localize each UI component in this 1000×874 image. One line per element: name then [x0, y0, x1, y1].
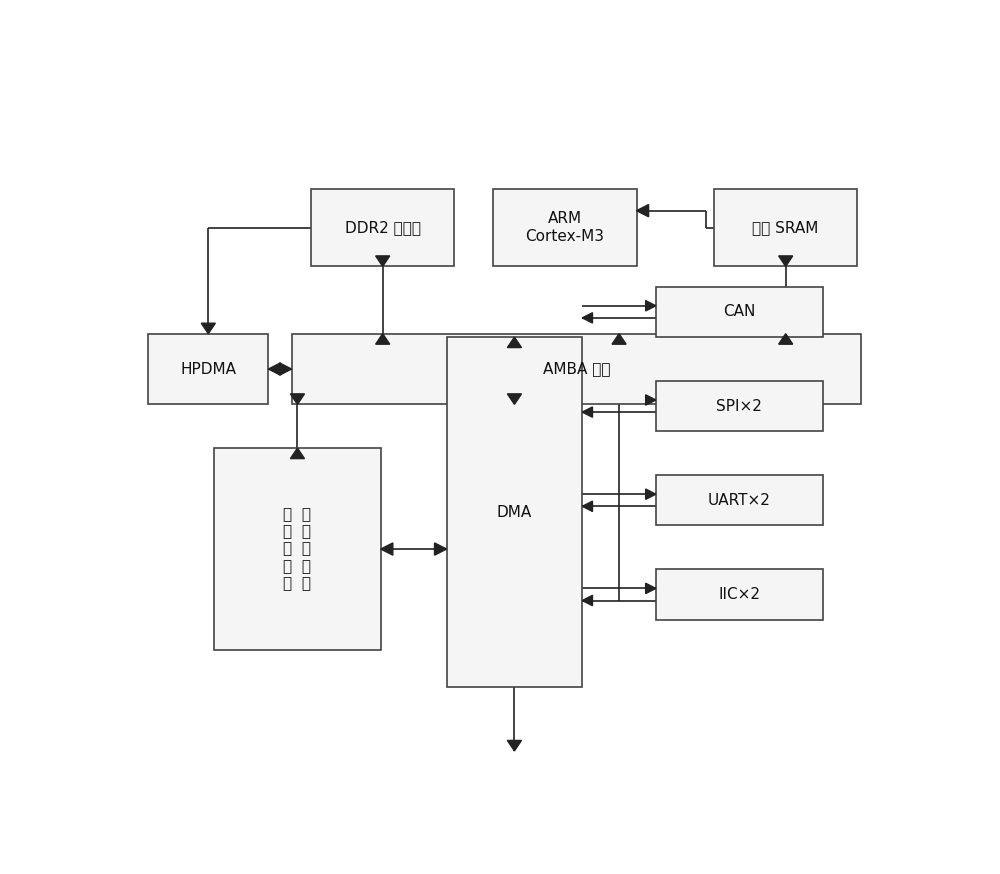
- Polygon shape: [582, 501, 592, 511]
- Polygon shape: [268, 363, 280, 375]
- Polygon shape: [582, 313, 592, 323]
- Text: 电  能
质  量
参  数
计  算
模  块: 电 能 质 量 参 数 计 算 模 块: [283, 507, 311, 592]
- Polygon shape: [646, 489, 656, 499]
- Bar: [214, 448, 381, 650]
- Polygon shape: [582, 595, 592, 606]
- Bar: [311, 189, 454, 267]
- Polygon shape: [779, 334, 793, 344]
- Polygon shape: [637, 205, 649, 217]
- Polygon shape: [779, 256, 793, 267]
- Bar: [148, 334, 268, 405]
- Polygon shape: [201, 323, 215, 334]
- Polygon shape: [381, 543, 393, 555]
- Polygon shape: [507, 394, 521, 405]
- Polygon shape: [646, 395, 656, 406]
- Polygon shape: [646, 301, 656, 311]
- Bar: [656, 569, 822, 620]
- Text: AMBA 总线: AMBA 总线: [543, 362, 610, 377]
- Bar: [656, 381, 822, 431]
- Text: SPI×2: SPI×2: [716, 399, 762, 413]
- Text: DMA: DMA: [497, 504, 532, 519]
- Polygon shape: [646, 583, 656, 593]
- Bar: [714, 189, 857, 267]
- Polygon shape: [507, 740, 521, 751]
- Text: HPDMA: HPDMA: [180, 362, 236, 377]
- Polygon shape: [290, 448, 304, 459]
- Bar: [656, 287, 822, 337]
- Polygon shape: [507, 337, 521, 348]
- Polygon shape: [376, 334, 390, 344]
- Polygon shape: [290, 394, 304, 405]
- Text: CAN: CAN: [723, 304, 755, 319]
- Polygon shape: [582, 407, 592, 417]
- Polygon shape: [376, 256, 390, 267]
- Bar: [292, 334, 861, 405]
- Text: UART×2: UART×2: [708, 493, 771, 508]
- Text: 片内 SRAM: 片内 SRAM: [753, 220, 819, 235]
- Polygon shape: [612, 334, 626, 344]
- Bar: [656, 475, 822, 525]
- Text: DDR2 控制器: DDR2 控制器: [345, 220, 421, 235]
- Polygon shape: [435, 543, 447, 555]
- Bar: [447, 337, 582, 687]
- Bar: [493, 189, 637, 267]
- Text: ARM
Cortex-M3: ARM Cortex-M3: [525, 212, 604, 244]
- Text: IIC×2: IIC×2: [718, 587, 760, 602]
- Polygon shape: [280, 363, 292, 375]
